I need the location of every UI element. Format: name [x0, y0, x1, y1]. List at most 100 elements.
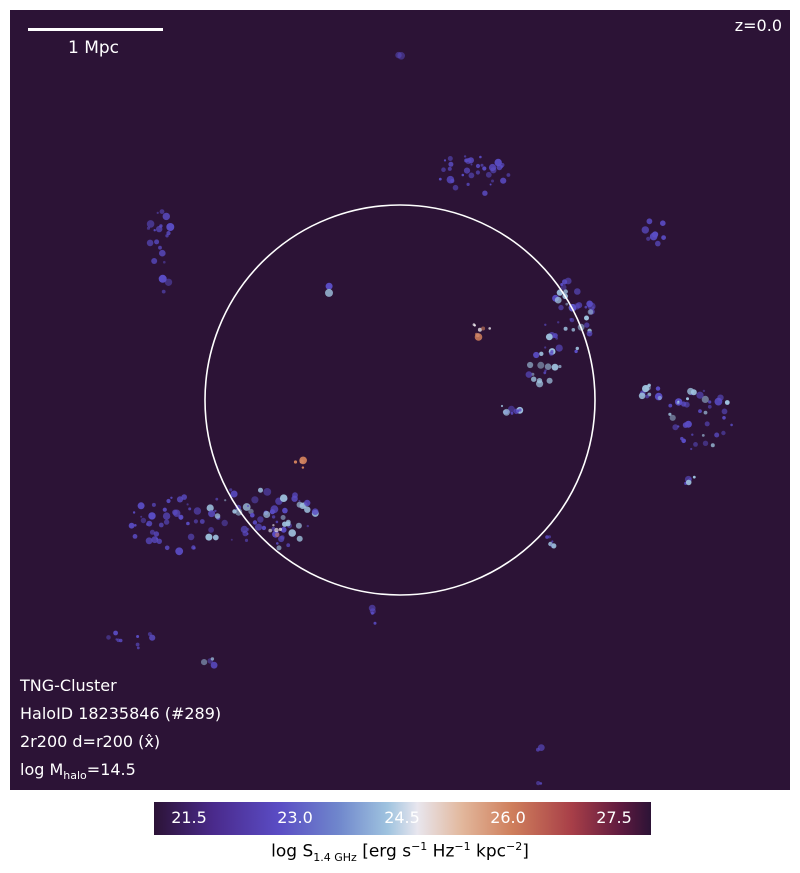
emission-blob [258, 487, 263, 493]
emission-blob [186, 521, 190, 526]
r200-circle [204, 204, 596, 596]
emission-blob [565, 302, 569, 306]
emission-blob [558, 304, 564, 311]
emission-blob [282, 507, 288, 514]
emission-blob [503, 408, 510, 416]
emission-blob [221, 519, 228, 527]
emission-blob [470, 163, 473, 166]
colorbar-label: log S1.4 GHz [erg s−1 Hz−1 kpc−2] [271, 840, 529, 865]
emission-blob [555, 344, 563, 352]
emission-blob [251, 496, 259, 504]
emission-blob [661, 235, 666, 241]
emission-blob [685, 479, 692, 486]
scale-bar [28, 28, 163, 31]
emission-layer [106, 51, 733, 786]
emission-blob [210, 657, 215, 661]
emission-blob [159, 249, 166, 257]
emission-blob [473, 324, 476, 327]
emission-blob [714, 432, 720, 438]
emission-blob [676, 401, 680, 405]
emission-blob [488, 327, 492, 330]
emission-blob [515, 409, 520, 413]
emission-blob [298, 499, 301, 502]
emission-blob [555, 336, 559, 340]
emission-blob [230, 538, 233, 541]
emission-blob [465, 157, 472, 165]
emission-blob [295, 522, 302, 529]
emission-blob [551, 540, 554, 543]
emission-blob [638, 392, 646, 400]
emission-blob [708, 400, 712, 404]
emission-blob [562, 279, 568, 285]
emission-blob [285, 521, 291, 527]
emission-blob [554, 296, 562, 304]
emission-blob [722, 416, 726, 420]
emission-blob [702, 440, 709, 446]
emission-blob [263, 488, 272, 496]
emission-blob [688, 477, 692, 481]
emission-blob [544, 346, 547, 349]
emission-blob [477, 327, 482, 332]
emission-blob [549, 351, 554, 356]
emission-blob [280, 535, 285, 540]
emission-blob [205, 533, 213, 541]
emission-blob [146, 520, 153, 527]
emission-blob [166, 223, 175, 231]
emission-blob [463, 167, 471, 174]
emission-blob [668, 403, 673, 408]
redshift-label: z=0.0 [734, 16, 782, 35]
emission-blob [710, 443, 715, 448]
emission-blob [702, 389, 706, 393]
emission-blob [690, 447, 693, 451]
emission-blob [140, 515, 143, 518]
emission-blob [686, 397, 689, 401]
emission-blob [193, 507, 202, 515]
emission-blob [680, 436, 684, 441]
emission-blob [178, 514, 184, 520]
emission-blob [468, 172, 475, 179]
emission-blob [438, 177, 442, 181]
emission-blob [543, 371, 547, 375]
emission-blob [276, 542, 279, 545]
emission-blob [275, 520, 279, 524]
emission-blob [463, 155, 467, 158]
emission-blob [730, 423, 733, 427]
emission-blob [151, 258, 158, 264]
emission-blob [252, 520, 258, 525]
emission-blob [703, 410, 708, 415]
emission-blob [135, 642, 140, 647]
scale-bar-label: 1 Mpc [68, 38, 120, 58]
emission-blob [146, 220, 155, 228]
emission-blob [544, 363, 552, 371]
emission-blob [500, 404, 504, 408]
emission-blob [244, 538, 249, 543]
emission-blob [304, 506, 311, 513]
emission-blob [149, 529, 155, 535]
emission-blob [536, 378, 543, 384]
emission-blob [210, 661, 218, 669]
emission-blob [156, 538, 162, 544]
emission-blob [162, 212, 170, 221]
emission-blob [545, 535, 549, 539]
emission-blob [479, 155, 482, 159]
emission-blob [485, 171, 492, 178]
emission-blob [147, 632, 152, 637]
emission-blob [641, 226, 649, 234]
emission-blob [696, 391, 704, 399]
emission-blob [557, 321, 560, 324]
emission-blob [531, 376, 537, 382]
emission-blob [461, 173, 465, 177]
emission-blobs [106, 51, 733, 786]
emission-blob [261, 525, 267, 531]
emission-blob [145, 537, 153, 545]
emission-blob [707, 404, 712, 409]
emission-blob [573, 303, 581, 310]
emission-blob [146, 226, 151, 230]
emission-blob [527, 361, 534, 369]
emission-blob [571, 328, 576, 332]
emission-blob [475, 170, 480, 175]
emission-blob [569, 317, 573, 321]
emission-blob [250, 512, 255, 518]
emission-blob [544, 369, 547, 372]
emission-blob [257, 516, 264, 523]
